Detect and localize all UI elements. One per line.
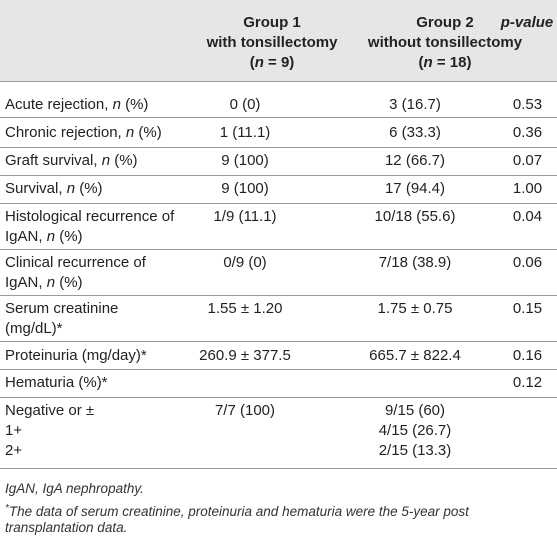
- row-label-line: Negative or ±: [5, 402, 95, 419]
- header-group1-line1: Group 1: [243, 14, 301, 31]
- row-group2: 10/18 (55.6): [374, 208, 456, 225]
- row-label: Proteinuria (mg/day)*: [5, 347, 147, 364]
- footnote-asterisk: *The data of serum creatinine, proteinur…: [5, 500, 469, 521]
- row-label: Hematuria (%)*: [5, 374, 108, 391]
- row-pvalue: 0.53: [512, 96, 543, 113]
- row-label: Clinical recurrence of IgAN, n (%): [5, 253, 146, 293]
- row-group1: 7/7 (100): [214, 402, 276, 419]
- row-label: Histological recurrence of IgAN, n (%): [5, 207, 174, 247]
- footnote-abbrev: IgAN, IgA nephropathy.: [5, 481, 144, 496]
- header-group1-line3: (n = 9): [249, 54, 295, 71]
- bottom-rule: [0, 468, 557, 469]
- row-rule: [0, 249, 557, 250]
- row-group1: 1 (11.1): [219, 124, 271, 141]
- row-pvalue: 0.15: [512, 300, 543, 317]
- header-band: [0, 0, 557, 81]
- row-rule: [0, 341, 557, 342]
- row-pvalue: 0.12: [512, 374, 543, 391]
- header-group2-line3: (n = 18): [418, 54, 472, 71]
- row-label-line: IgAN, n (%): [5, 228, 83, 245]
- row-label-line: IgAN, n (%): [5, 274, 83, 291]
- row-group2-line: 2/15 (13.3): [378, 442, 452, 459]
- row-group2: 6 (33.3): [389, 124, 441, 141]
- row-rule: [0, 397, 557, 398]
- row-pvalue: 0.36: [512, 124, 543, 141]
- row-label-line: (mg/dL)*: [5, 320, 63, 337]
- row-rule: [0, 295, 557, 296]
- row-group2: 7/18 (38.9): [378, 254, 452, 271]
- row-group1: 9 (100): [221, 152, 269, 169]
- row-rule: [0, 175, 557, 176]
- row-label: Acute rejection, n (%): [5, 96, 149, 113]
- header-group1: Group 1 with tonsillectomy (n = 9): [187, 13, 357, 73]
- row-group2-line: 9/15 (60): [384, 402, 446, 419]
- row-label-line: 1+: [5, 422, 23, 439]
- footnote-line1: The data of serum creatinine, proteinuri…: [8, 504, 469, 519]
- row-pvalue: 0.06: [512, 254, 543, 271]
- footnote-asterisk-cont: transplantation data.: [5, 520, 128, 535]
- row-group1: 0/9 (0): [223, 254, 267, 271]
- row-group2: 1.75 ± 0.75: [377, 300, 453, 317]
- row-pvalue: 0.07: [512, 152, 543, 169]
- row-group2: 9/15 (60) 4/15 (26.7) 2/15 (13.3): [360, 401, 470, 461]
- row-group1: 0 (0): [229, 96, 261, 113]
- row-label: Survival, n (%): [5, 180, 103, 197]
- row-group1: 1/9 (11.1): [213, 208, 277, 225]
- header-group2-line1: Group 2: [416, 14, 474, 31]
- row-group1: 1.55 ± 1.20: [207, 300, 283, 317]
- row-rule: [0, 369, 557, 370]
- row-group2-line: 4/15 (26.7): [378, 422, 452, 439]
- row-pvalue: 0.04: [512, 208, 543, 225]
- row-label: Graft survival, n (%): [5, 152, 138, 169]
- header-pvalue: p-value: [500, 14, 554, 31]
- row-pvalue: 1.00: [512, 180, 543, 197]
- row-rule: [0, 117, 557, 118]
- row-rule: [0, 203, 557, 204]
- row-group2: 12 (66.7): [384, 152, 446, 169]
- row-group1: 9 (100): [221, 180, 269, 197]
- row-label-line: Clinical recurrence of: [5, 254, 146, 271]
- header-group1-line2: with tonsillectomy: [206, 34, 338, 51]
- row-label: Negative or ± 1+ 2+: [5, 401, 94, 461]
- row-group1: 260.9 ± 377.5: [199, 347, 291, 364]
- footnote-mark: *: [5, 503, 9, 514]
- header-rule: [0, 81, 557, 82]
- row-group2: 665.7 ± 822.4: [369, 347, 461, 364]
- row-rule: [0, 147, 557, 148]
- header-group2: Group 2 without tonsillectomy (n = 18): [350, 13, 540, 73]
- row-label: Chronic rejection, n (%): [5, 124, 162, 141]
- header-group2-line2: without tonsillectomy: [367, 34, 523, 51]
- row-label: Serum creatinine (mg/dL)*: [5, 299, 118, 339]
- row-label-line: 2+: [5, 442, 23, 459]
- row-pvalue: 0.16: [512, 347, 543, 364]
- row-label-line: Histological recurrence of: [5, 208, 175, 225]
- row-group2: 3 (16.7): [389, 96, 441, 113]
- row-label-line: Serum creatinine: [5, 300, 119, 317]
- row-group2: 17 (94.4): [384, 180, 446, 197]
